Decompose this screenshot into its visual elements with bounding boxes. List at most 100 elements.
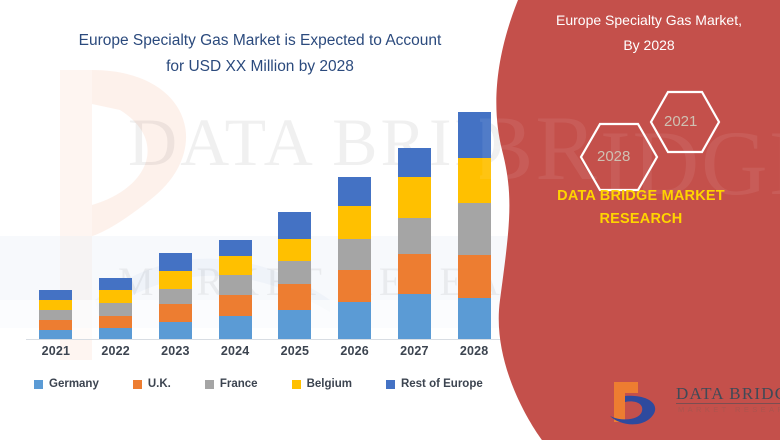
plot-area — [26, 100, 504, 340]
bar-segment — [158, 253, 192, 271]
x-axis-label: 2023 — [161, 344, 190, 358]
brand-title-line2: By 2028 — [623, 37, 675, 53]
brand-watermark-left: BR — [480, 97, 599, 199]
legend-item[interactable]: U.K. — [132, 378, 171, 390]
bar-segment — [278, 284, 312, 310]
bar-segment — [457, 112, 491, 158]
stacked-bar — [397, 148, 431, 340]
stacked-bar — [278, 212, 312, 340]
chart-title: Europe Specialty Gas Market is Expected … — [40, 28, 480, 80]
legend-swatch-icon — [132, 379, 142, 389]
bar-segment — [457, 255, 491, 298]
legend-item[interactable]: Belgium — [291, 378, 352, 390]
bar-segment — [158, 271, 192, 289]
bar-segment — [397, 218, 431, 254]
chart-title-line1: Europe Specialty Gas Market is Expected … — [78, 32, 442, 49]
x-axis-label: 2026 — [340, 344, 369, 358]
legend-swatch-icon — [34, 379, 43, 389]
bar-segment — [278, 212, 312, 239]
brand-panel-title: Europe Specialty Gas Market, By 2028 — [528, 8, 770, 58]
bar-segment — [218, 295, 252, 316]
bar-segment — [457, 298, 491, 340]
chart-panel: DATA BRIDGE MARKET RESEARCH Europe Speci… — [26, 28, 520, 394]
x-axis-label: 2027 — [400, 344, 429, 358]
bar-segment — [158, 304, 192, 322]
x-axis-label: 2022 — [101, 344, 130, 358]
brand-title-line1: Europe Specialty Gas Market, — [556, 12, 742, 28]
legend-label: U.K. — [147, 378, 171, 390]
logo-mark-icon — [610, 382, 656, 425]
legend-item[interactable]: Rest of Europe — [385, 378, 483, 390]
bar-segment — [218, 316, 252, 340]
chart-title-line2: for USD XX Million by 2028 — [166, 58, 354, 75]
bar-segment — [99, 328, 133, 340]
chart-legend: Germany U.K. France Belgium Rest of Europe — [34, 374, 504, 394]
stacked-bar — [457, 112, 491, 340]
legend-swatch-icon — [385, 379, 395, 389]
bar-column — [27, 100, 85, 340]
bar-segment — [278, 261, 312, 284]
legend-label: Belgium — [306, 378, 352, 390]
bar-segment — [99, 290, 133, 303]
bar-segment — [158, 322, 192, 340]
bar-segment — [218, 240, 252, 256]
bar-segment — [397, 148, 431, 177]
stacked-bar — [39, 290, 73, 340]
bar-column — [87, 100, 145, 340]
bar-segment — [338, 302, 372, 340]
logo-name: DATA BRIDGE — [676, 384, 780, 403]
bar-segment — [39, 290, 73, 300]
x-axis-line — [26, 339, 504, 340]
bar-segment — [278, 310, 312, 340]
bar-column — [385, 100, 443, 340]
bar-column — [326, 100, 384, 340]
bar-segment — [397, 294, 431, 340]
bar-group — [26, 100, 504, 340]
hexagon-2021-label: 2021 — [664, 113, 698, 130]
x-axis-label: 2021 — [41, 344, 71, 358]
bar-segment — [338, 177, 372, 206]
legend-swatch-icon — [291, 379, 301, 389]
watermark-data-bridge: DATA BRIDGE — [128, 104, 520, 180]
red-panel-shape — [496, 0, 780, 440]
logo-divider — [676, 403, 780, 404]
hexagon-2021-outline — [649, 90, 721, 154]
background-decoration — [60, 70, 330, 360]
legend-label: Germany — [49, 378, 99, 390]
bar-segment — [39, 310, 73, 320]
stacked-bar — [158, 253, 192, 340]
bar-segment — [457, 203, 491, 255]
bar-segment — [278, 239, 312, 261]
bar-segment — [397, 177, 431, 218]
legend-item[interactable]: France — [204, 378, 258, 390]
logo-block: DATA BRIDGE MARKET RESEARCH — [550, 360, 780, 430]
bar-segment — [99, 303, 133, 316]
bar-segment — [99, 316, 133, 328]
bar-column — [146, 100, 204, 340]
hexagon-2028-outline — [579, 122, 659, 192]
x-axis-labels: 2021 2022 2023 2024 2025 2026 2027 2028 — [26, 344, 504, 366]
legend-label: France — [219, 378, 258, 390]
hexagon-shapes — [579, 90, 721, 192]
hexagon-group: 2021 2028 — [550, 88, 750, 193]
brand-name-line2: RESEARCH — [599, 211, 683, 227]
stacked-bar — [338, 177, 372, 340]
bar-segment — [39, 330, 73, 340]
bar-segment — [397, 254, 431, 294]
stacked-bar — [218, 240, 252, 340]
bar-segment — [338, 239, 372, 270]
legend-item[interactable]: Germany — [34, 378, 99, 390]
bar-column — [445, 100, 503, 340]
x-axis-label: 2025 — [280, 344, 310, 358]
brand-name-line1: DATA BRIDGE MARKET — [557, 188, 725, 204]
hexagon-2028-label: 2028 — [597, 148, 631, 165]
bar-column — [266, 100, 324, 340]
bar-column — [206, 100, 264, 340]
bar-segment — [218, 256, 252, 275]
bar-segment — [39, 320, 73, 330]
legend-swatch-icon — [204, 379, 214, 389]
brand-panel-name: DATA BRIDGE MARKET RESEARCH — [510, 185, 772, 231]
data-bridge-logo: DATA BRIDGE MARKET RESEARCH — [608, 378, 780, 430]
x-axis-label: 2028 — [459, 344, 489, 358]
